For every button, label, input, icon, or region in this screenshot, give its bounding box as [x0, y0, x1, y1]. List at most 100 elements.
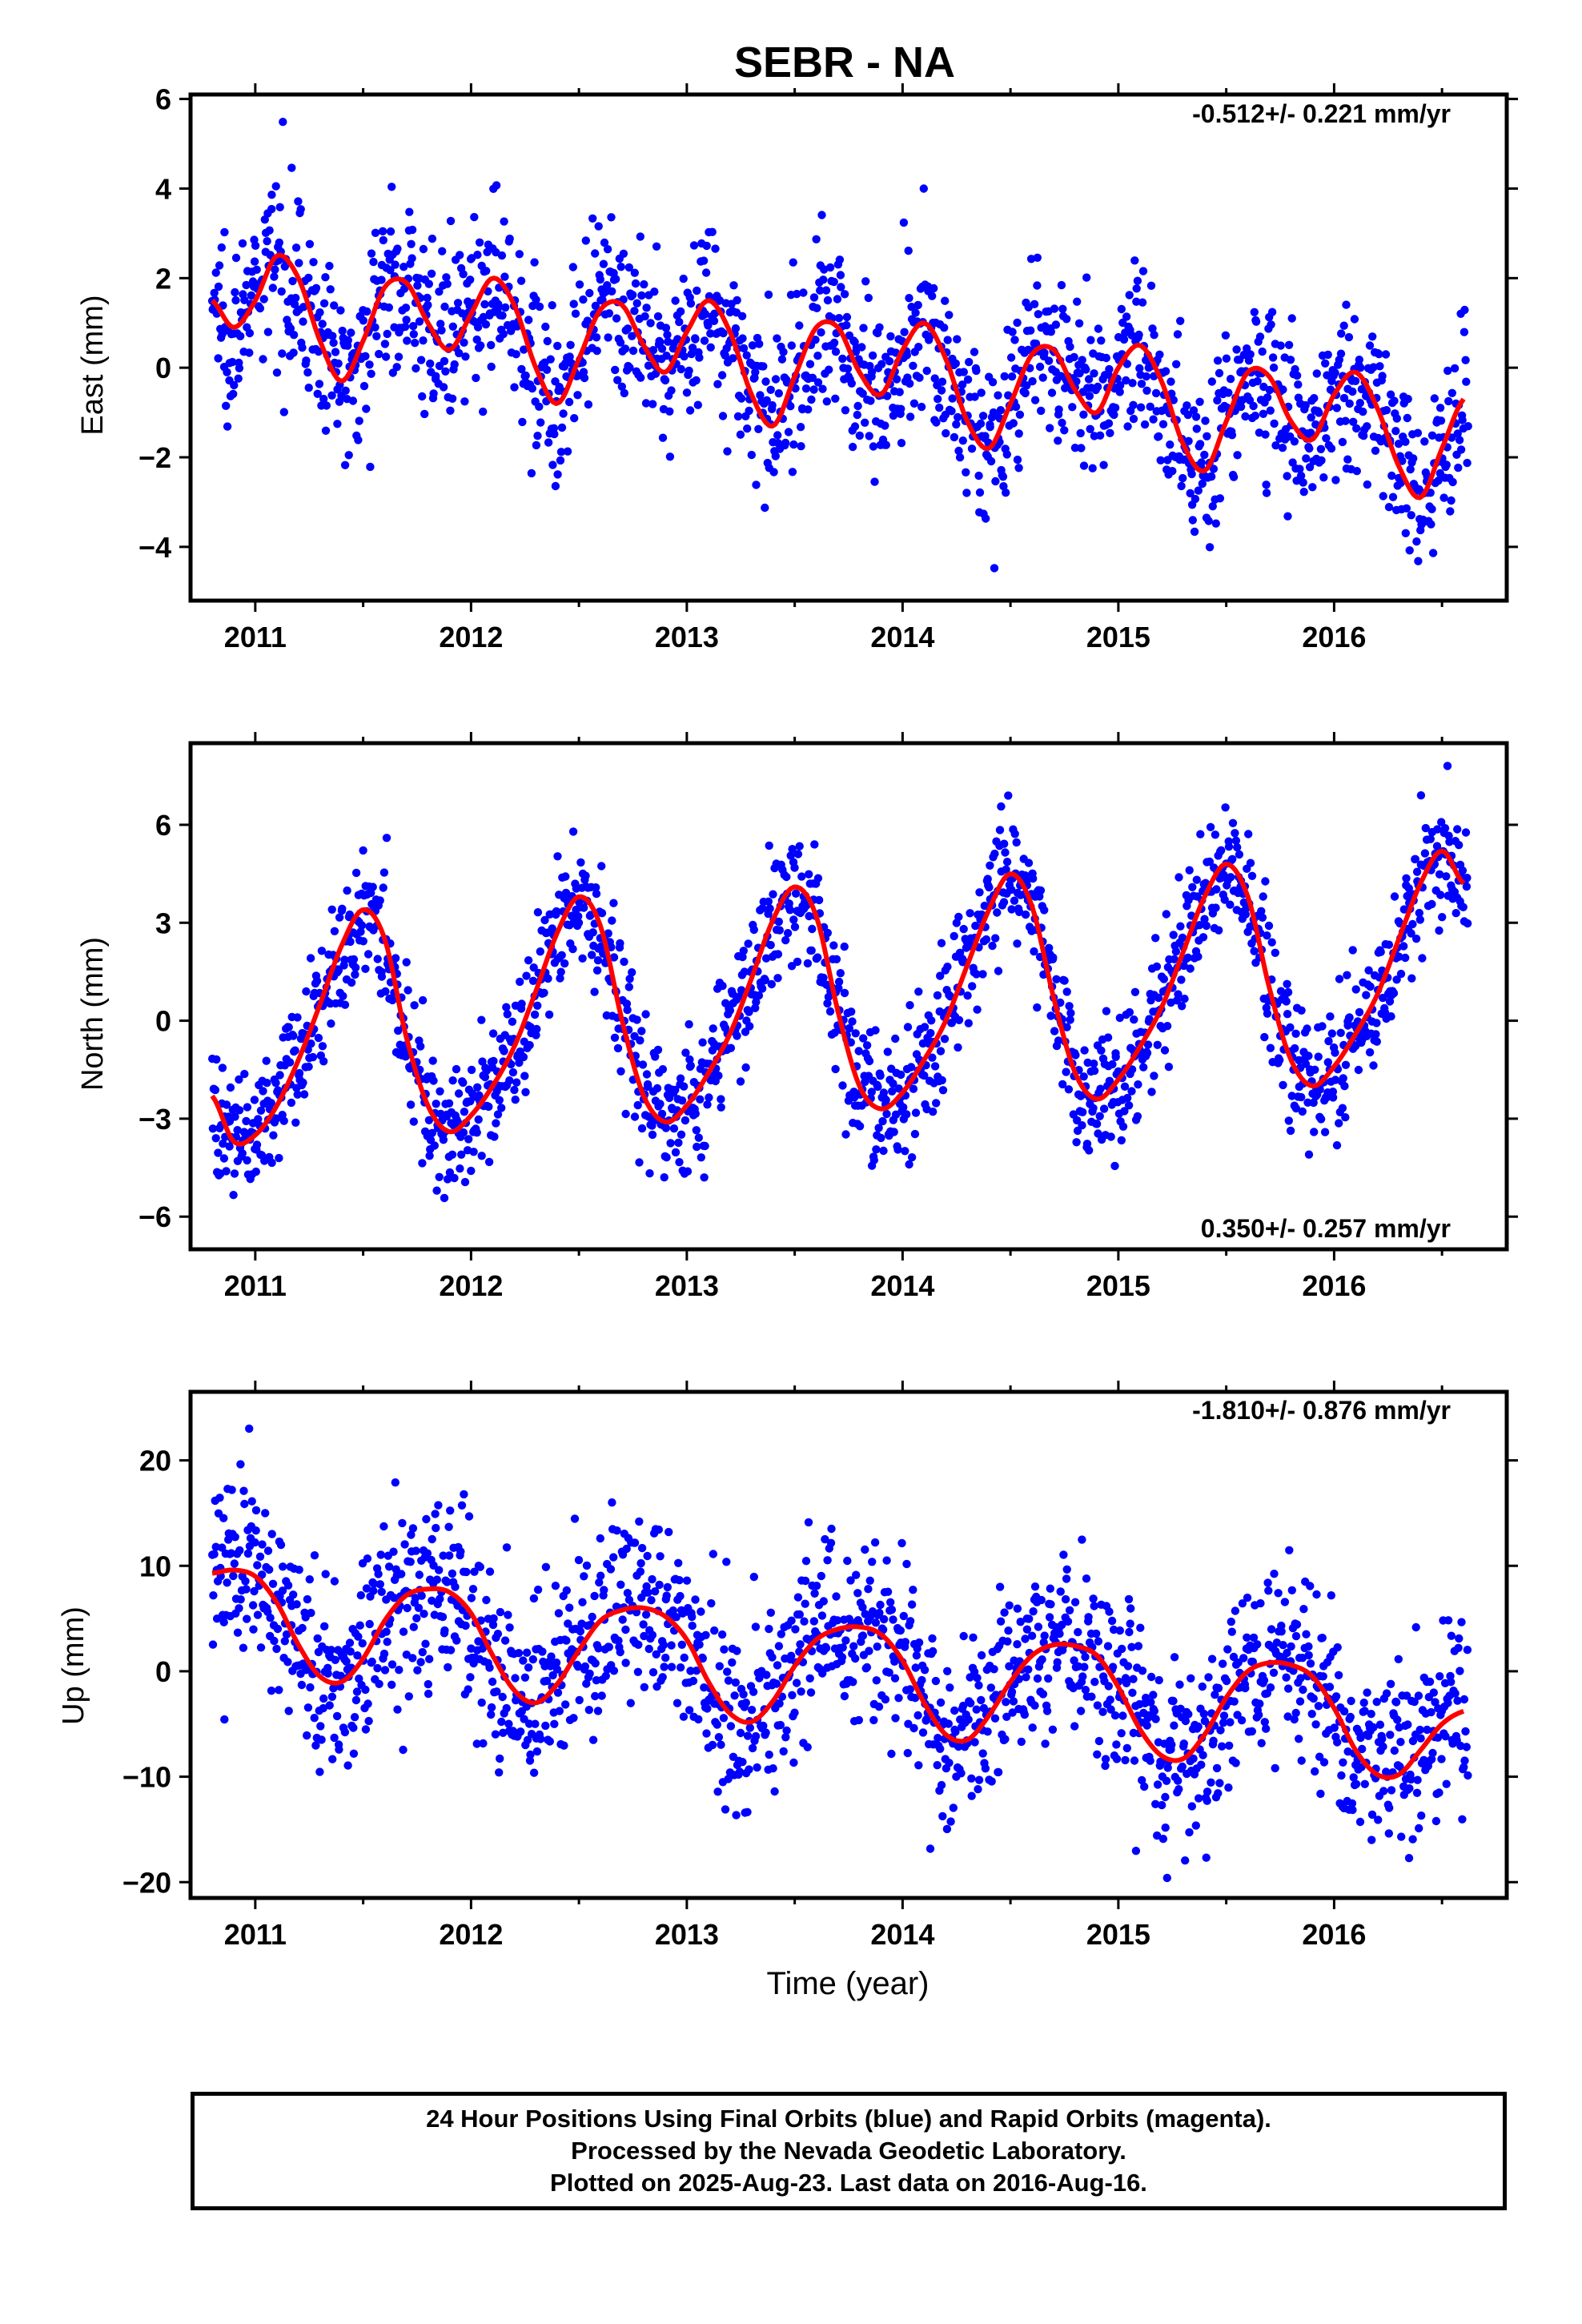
data-point [748, 1743, 757, 1753]
data-point [782, 1726, 791, 1735]
data-point [788, 845, 797, 854]
data-point [524, 956, 533, 965]
data-point [862, 1663, 872, 1672]
data-point [533, 908, 543, 917]
data-point [1196, 830, 1205, 838]
data-point [1030, 396, 1040, 404]
data-point [588, 1612, 596, 1622]
data-point [444, 1663, 452, 1672]
data-point [1233, 842, 1242, 852]
data-point [1140, 1782, 1149, 1791]
data-point [581, 871, 590, 880]
data-point [456, 1164, 464, 1173]
data-point [648, 1130, 657, 1140]
data-point [751, 1622, 761, 1631]
data-point [1024, 1665, 1033, 1674]
data-point [556, 967, 565, 976]
data-point [1110, 410, 1118, 420]
data-point [825, 365, 833, 374]
data-point [452, 1636, 461, 1645]
data-point [1125, 1007, 1134, 1017]
data-point [553, 470, 562, 479]
data-point [423, 293, 432, 303]
data-point [1287, 1586, 1297, 1595]
data-point [1029, 1607, 1038, 1616]
data-point [1139, 1063, 1148, 1072]
data-point [1219, 1719, 1228, 1727]
data-point [524, 1663, 533, 1672]
data-point [1226, 375, 1235, 384]
data-point [701, 310, 710, 319]
data-point [621, 1659, 630, 1667]
data-point [477, 1698, 486, 1707]
data-point [869, 1715, 878, 1725]
data-point [640, 1683, 648, 1691]
data-point [588, 214, 597, 223]
data-point [1462, 882, 1472, 891]
data-point [1299, 1685, 1307, 1695]
data-point [393, 244, 402, 253]
data-point [1224, 388, 1233, 397]
data-point [737, 394, 746, 403]
data-point [1433, 825, 1442, 834]
data-point [262, 1056, 271, 1065]
data-point [623, 324, 632, 333]
data-point [349, 1723, 358, 1732]
data-point [901, 1638, 910, 1647]
data-point [384, 303, 393, 312]
data-point [1033, 1003, 1042, 1012]
data-point [570, 1514, 580, 1523]
data-point [1111, 1052, 1120, 1062]
data-point [977, 1651, 986, 1660]
data-point [211, 268, 220, 277]
data-point [253, 1610, 263, 1619]
data-point [986, 861, 994, 870]
data-point [231, 253, 241, 263]
data-point [1036, 886, 1046, 895]
data-point [1078, 1672, 1087, 1681]
data-point [1164, 1063, 1174, 1072]
data-point [1017, 1737, 1026, 1747]
data-point [528, 301, 537, 311]
data-point [870, 477, 879, 486]
data-point [902, 1559, 911, 1569]
data-point [977, 388, 986, 397]
data-point [375, 1679, 383, 1688]
data-point [1056, 1587, 1065, 1596]
data-point [1359, 432, 1368, 440]
data-point [950, 1706, 959, 1715]
data-point [470, 1567, 479, 1576]
data-point [1314, 1052, 1323, 1061]
data-point [533, 1001, 542, 1011]
data-point [1108, 1059, 1117, 1069]
data-point [421, 1639, 430, 1648]
data-point [1351, 376, 1360, 385]
data-point [1257, 907, 1266, 916]
data-point [729, 281, 738, 290]
data-point [788, 468, 797, 476]
data-point [1136, 1623, 1145, 1632]
data-point [942, 428, 950, 438]
data-point [909, 399, 919, 408]
data-point [1010, 830, 1019, 838]
data-point [336, 306, 345, 315]
data-point [1082, 273, 1091, 282]
data-point [606, 1565, 616, 1574]
data-point [219, 1618, 228, 1626]
data-point [1436, 891, 1445, 899]
data-point [1133, 276, 1142, 285]
data-point [311, 1741, 320, 1750]
data-point [1197, 1760, 1206, 1769]
data-point [995, 826, 1005, 834]
data-point [1249, 1633, 1259, 1642]
data-point [791, 1625, 800, 1634]
data-point [938, 1811, 947, 1821]
data-point [1258, 913, 1267, 923]
data-point [821, 286, 831, 295]
data-point [1244, 830, 1253, 838]
data-point [600, 238, 609, 247]
data-point [1368, 332, 1377, 341]
data-point [968, 982, 977, 991]
data-point [1231, 1606, 1240, 1615]
data-point [251, 1526, 260, 1535]
